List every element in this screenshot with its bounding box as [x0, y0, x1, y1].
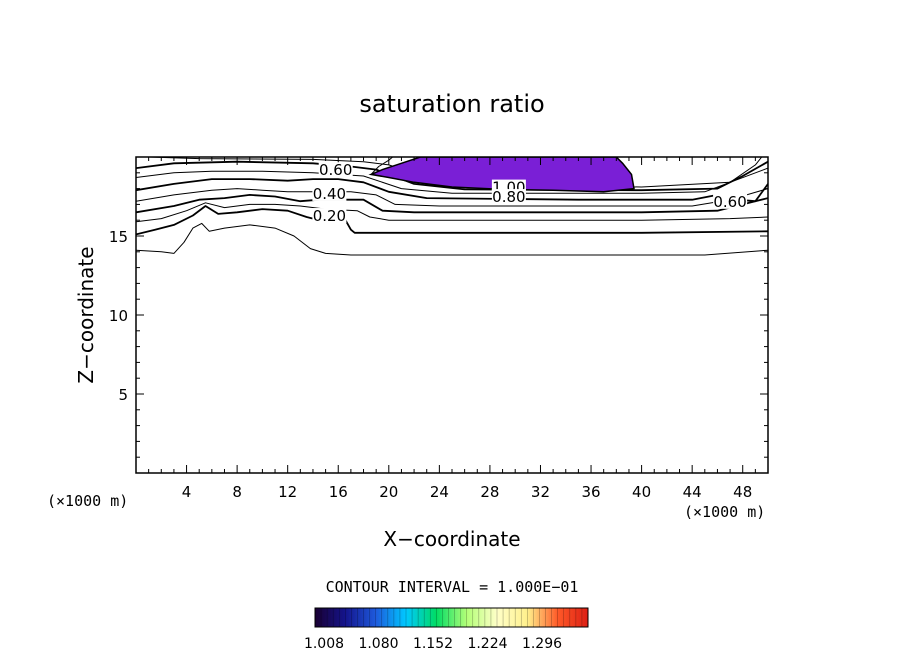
x-tick-label: 16: [329, 483, 348, 501]
x-tick-label: 8: [232, 483, 242, 501]
supersaturation-region: [368, 157, 635, 193]
y-axis-label: Z−coordinate: [74, 246, 98, 383]
x-tick-label: 48: [733, 483, 752, 501]
colorbar: [314, 607, 589, 628]
contour-label-bg: [312, 208, 347, 224]
colorbar-tick-label: 1.080: [358, 636, 398, 652]
colorbar-ticks: 1.008 1.080 1.152 1.224 1.296: [304, 608, 583, 652]
contour-label-bg: [713, 193, 748, 209]
contour-label-bg: [312, 185, 347, 201]
contour-label: 0.80: [492, 188, 525, 206]
contour-line-0.50: [136, 188, 768, 207]
colorbar-tick-label: 1.152: [413, 636, 453, 652]
contour-labels: 0.600.400.201.000.80 0.60: [312, 161, 748, 225]
y-tick-label: 15: [109, 228, 128, 246]
contour-label: 0.60: [319, 161, 352, 179]
x-tick-label: 44: [683, 483, 702, 501]
contour-label-bg: [491, 189, 526, 205]
colorbar-tick-label: 1.224: [467, 636, 507, 652]
x-axis-ticks: 4 8 12 16 20 24 28 32 36 40 44 48: [148, 157, 756, 501]
contour-label: 0.20: [313, 207, 346, 225]
x-tick-label: 32: [531, 483, 550, 501]
x-tick-label: 28: [480, 483, 499, 501]
colorbar-tick-label: 1.296: [522, 636, 562, 652]
plot-frame: [135, 156, 769, 474]
x-axis-unit-left: (×1000 m): [47, 492, 128, 510]
y-axis-ticks: 5 10 15: [109, 172, 768, 458]
x-tick-label: 40: [632, 483, 651, 501]
contour-lines: [136, 157, 768, 256]
y-tick-label: 10: [109, 307, 128, 325]
x-tick-label: 4: [182, 483, 192, 501]
contour-interval-text: CONTOUR INTERVAL = 1.000E−01: [326, 578, 579, 596]
chart-title: saturation ratio: [359, 90, 544, 118]
x-tick-label: 24: [430, 483, 449, 501]
x-tick-label: 36: [581, 483, 600, 501]
x-tick-label: 12: [278, 483, 297, 501]
x-tick-label: 20: [379, 483, 398, 501]
contour-line-1.00-edge: [370, 157, 393, 175]
contour-label-bg: [318, 162, 353, 178]
colorbar-tick-label: 1.008: [304, 636, 344, 652]
contour-label: 0.40: [313, 185, 346, 203]
contour-label: 0.60: [713, 193, 746, 211]
contour-line-0.30: [136, 202, 768, 223]
x-axis-unit-right: (×1000 m): [684, 503, 765, 521]
contour-line-0.20: [136, 205, 768, 236]
contour-line-0.70: [136, 167, 768, 194]
y-tick-label: 5: [118, 386, 128, 404]
contour-line-0.10: [136, 222, 768, 256]
x-axis-label: X−coordinate: [383, 527, 520, 551]
